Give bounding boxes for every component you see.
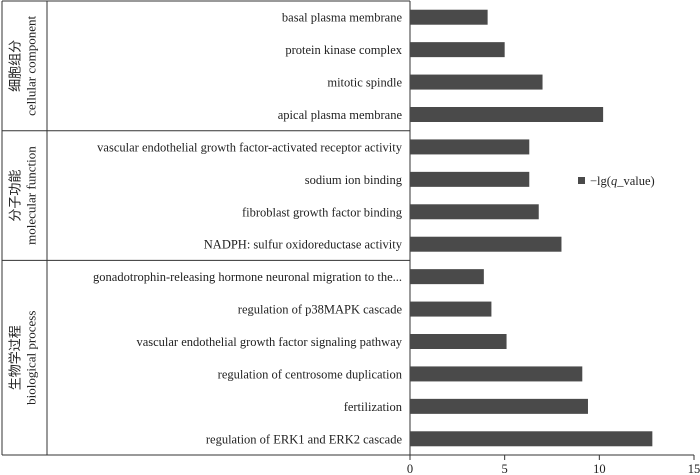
bar [410,301,492,317]
group-label-en: molecular function [24,146,39,245]
category-label: fertilization [344,400,403,414]
x-tick-label: 15 [688,462,700,475]
category-label: regulation of ERK1 and ERK2 cascade [206,432,403,446]
bar [410,74,543,90]
x-tick-label: 5 [502,462,508,475]
bar [410,204,539,220]
chart-frame [1,0,694,456]
category-label: regulation of p38MAPK cascade [238,303,403,317]
group-label-zh: 分子功能 [8,170,23,222]
category-label: sodium ion binding [305,173,403,187]
category-label: vascular endothelial growth factor signa… [136,335,402,349]
legend-label: −lg(q_value) [590,174,655,188]
category-label: basal plasma membrane [282,11,403,25]
category-label: apical plasma membrane [278,108,403,122]
group-label-zh: 细胞组分 [8,40,23,92]
bar [410,42,505,58]
bar [410,334,507,349]
category-label: fibroblast growth factor binding [242,205,403,219]
bar [410,171,530,187]
category-label: vascular endothelial growth factor-activ… [97,140,403,154]
category-label: protein kinase complex [285,43,402,57]
group-label-1: 分子功能molecular function [8,146,39,245]
bar [410,107,604,122]
bar [410,366,583,382]
group-label-en: cellular component [24,15,39,115]
group-label-2: 生物学过程biological process [8,311,39,405]
category-labels: basal plasma membrane protein kinase comp… [93,11,403,447]
group-label-0: 细胞组分cellular component [8,15,39,115]
bar [410,269,484,285]
bar [410,236,562,252]
legend-swatch [578,177,585,184]
x-tick-label: 0 [407,462,413,475]
category-label: gonadotrophin-releasing hormone neuronal… [93,270,402,284]
group-labels: 细胞组分cellular component 分子功能molecular func… [8,15,39,404]
group-label-en: biological process [24,311,39,405]
legend: −lg(q_value) [578,174,655,188]
group-label-zh: 生物学过程 [8,325,23,390]
bars [410,9,653,447]
bar [410,9,488,25]
x-tick-label: 10 [593,462,606,475]
bar [410,398,588,414]
category-label: mitotic spindle [327,76,402,90]
category-label: regulation of centrosome duplication [218,367,403,381]
category-label: NADPH: sulfur oxidoreductase activity [204,238,403,252]
bar [410,431,653,447]
x-axis: 0 5 10 15 [407,455,700,475]
bar [410,139,530,155]
